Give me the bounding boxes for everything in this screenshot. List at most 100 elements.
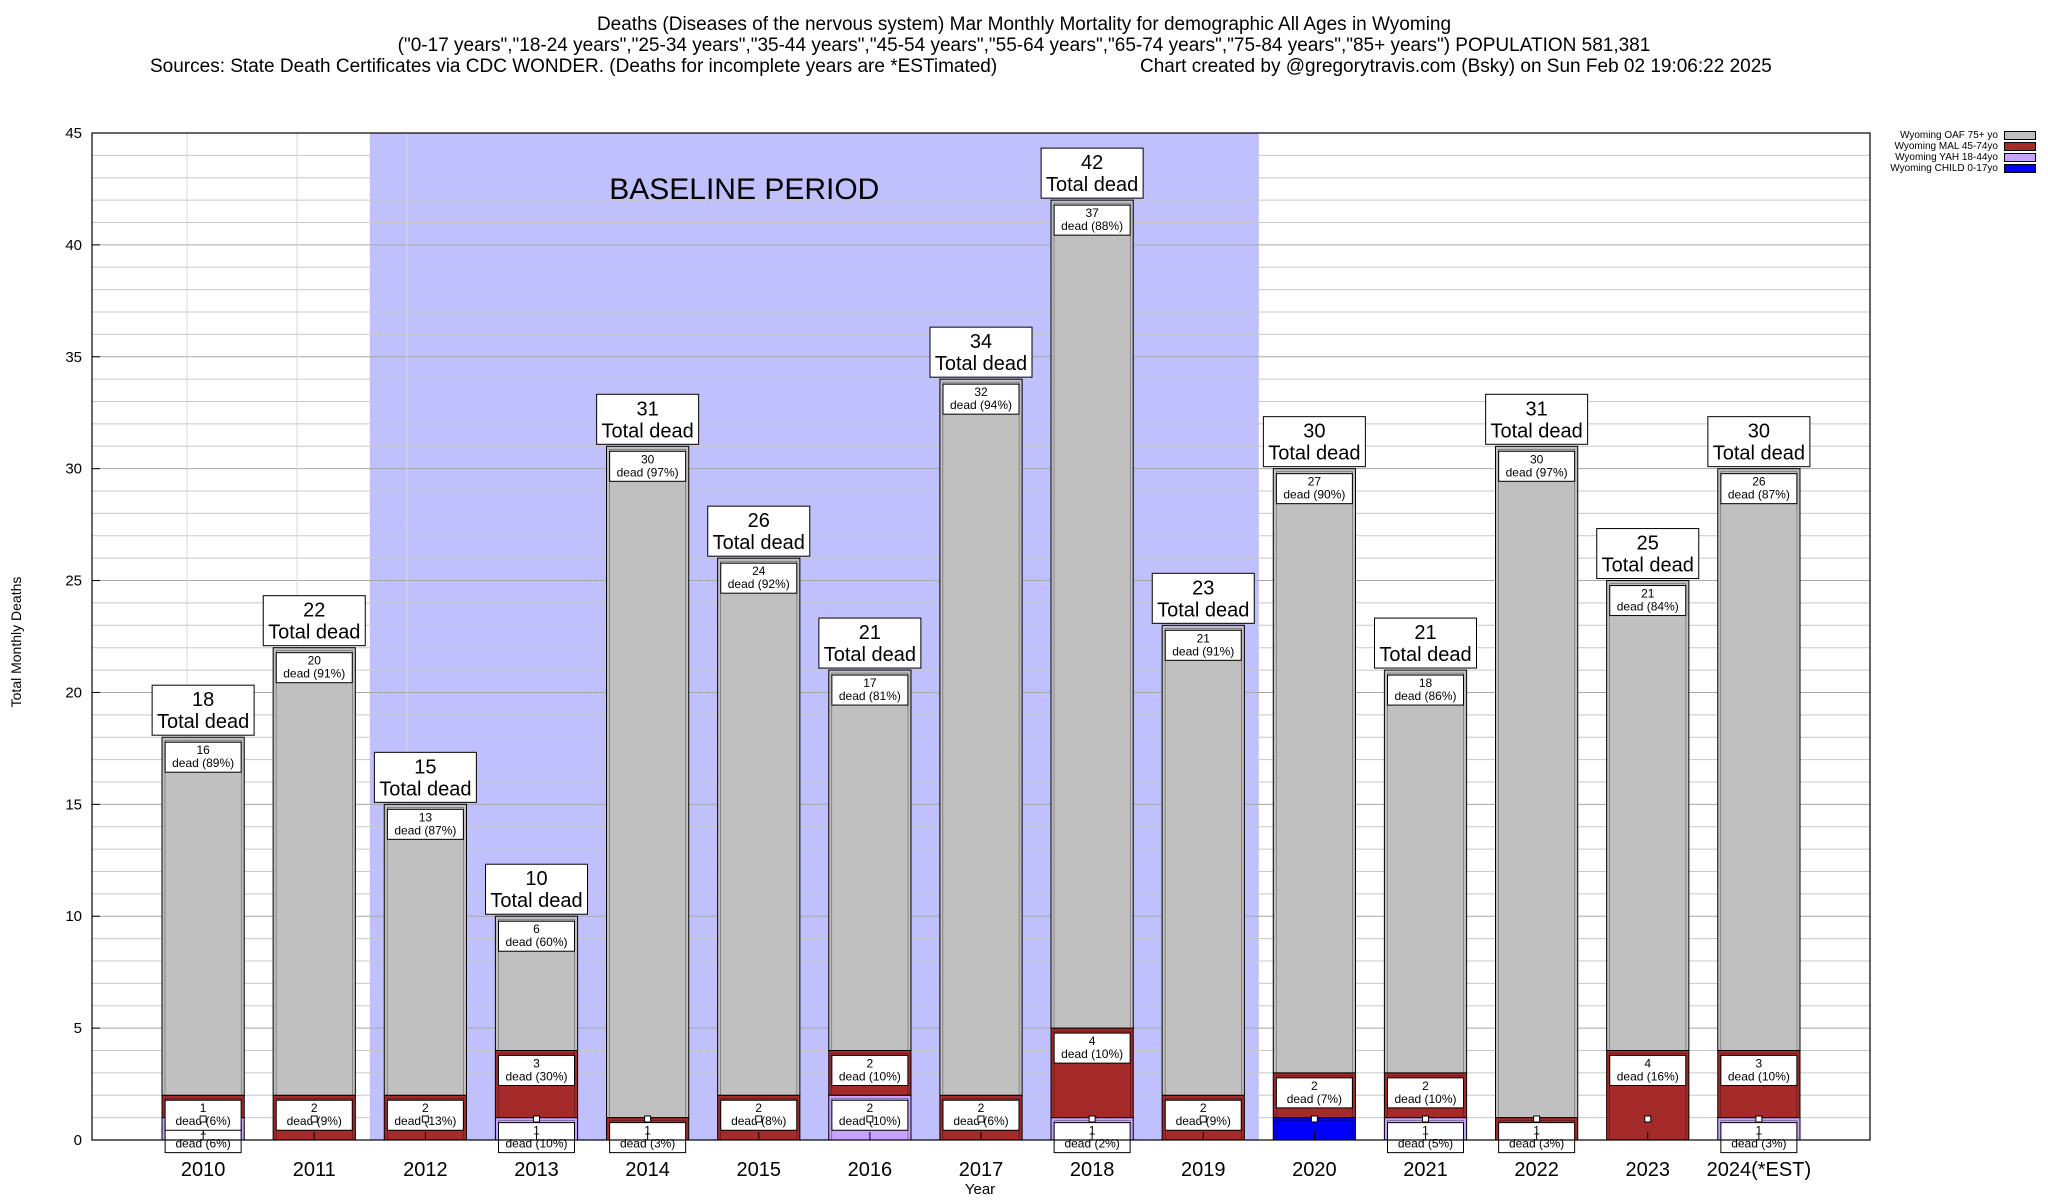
svg-text:2: 2: [867, 1101, 874, 1115]
x-tick-label: 2014: [625, 1159, 670, 1181]
x-tick-label: 2022: [1514, 1159, 1559, 1181]
y-tick-label: 35: [65, 349, 82, 366]
svg-text:26: 26: [748, 510, 770, 532]
x-axis-label: Year: [964, 1181, 996, 1198]
x-tick-label: 2015: [737, 1159, 782, 1181]
bar-segment: [1383, 669, 1468, 1074]
bar-segment-inner: [1275, 471, 1353, 1074]
svg-text:1: 1: [1533, 1124, 1540, 1138]
svg-text:15: 15: [414, 756, 436, 778]
svg-text:3: 3: [533, 1056, 540, 1070]
chart-subtitle: ("0-17 years","18-24 years","25-34 years…: [397, 35, 1651, 56]
point-marker: [421, 1115, 429, 1123]
svg-text:2: 2: [1311, 1079, 1318, 1093]
x-tick-label: 2016: [848, 1159, 893, 1181]
bar-segment-inner: [1387, 672, 1464, 1074]
svg-text:dead (92%): dead (92%): [728, 577, 790, 591]
bar-segment-inner: [275, 650, 353, 1096]
svg-text:Total dead: Total dead: [1602, 555, 1694, 577]
svg-text:25: 25: [1637, 533, 1659, 555]
y-tick-label: 40: [65, 237, 82, 254]
x-tick-label: 2017: [959, 1159, 1004, 1181]
svg-text:2: 2: [1200, 1101, 1207, 1115]
svg-text:1: 1: [644, 1124, 651, 1138]
point-marker: [310, 1115, 318, 1123]
svg-text:Total dead: Total dead: [601, 420, 693, 442]
svg-text:dead (89%): dead (89%): [172, 756, 234, 770]
svg-text:Total dead: Total dead: [1046, 174, 1138, 196]
bar-segment-inner: [498, 918, 575, 1051]
svg-text:dead (81%): dead (81%): [839, 689, 901, 703]
svg-text:2: 2: [1422, 1079, 1429, 1093]
svg-text:17: 17: [863, 676, 877, 690]
bar-segment: [606, 445, 690, 1119]
legend-item-oaf: Wyoming OAF 75+ yo: [1890, 130, 2036, 141]
bar-segment: [161, 736, 245, 1096]
svg-text:2: 2: [978, 1101, 985, 1115]
baseline-period-label: BASELINE PERIOD: [609, 173, 879, 206]
svg-text:24: 24: [752, 564, 766, 578]
svg-text:37: 37: [1085, 206, 1099, 220]
svg-text:Total dead: Total dead: [268, 622, 360, 644]
x-tick-label: 2012: [403, 1159, 448, 1181]
chart-title: Deaths (Diseases of the nervous system) …: [596, 14, 1452, 35]
sources-note: Sources: State Death Certificates via CD…: [150, 56, 998, 77]
svg-text:4: 4: [1644, 1056, 1651, 1070]
legend-swatch: [2004, 153, 2036, 162]
svg-text:30: 30: [1303, 421, 1325, 443]
svg-text:3: 3: [1756, 1056, 1763, 1070]
svg-text:Total dead: Total dead: [379, 778, 471, 800]
legend-label: Wyoming CHILD 0-17yo: [1890, 163, 1998, 174]
svg-text:42: 42: [1081, 152, 1103, 174]
svg-text:Total dead: Total dead: [490, 890, 582, 912]
bar-segment: [1050, 199, 1134, 1029]
svg-text:dead (16%): dead (16%): [1617, 1069, 1679, 1083]
chart-title-block: Deaths (Diseases of the nervous system) …: [0, 14, 2048, 56]
svg-text:Total dead: Total dead: [1490, 420, 1582, 442]
point-marker: [1644, 1115, 1652, 1123]
svg-text:16: 16: [196, 743, 210, 757]
svg-text:Total dead: Total dead: [1157, 599, 1249, 621]
svg-text:2: 2: [311, 1101, 318, 1115]
point-marker: [1533, 1115, 1541, 1123]
legend-swatch: [2004, 142, 2036, 151]
plot-frame: [91, 132, 1871, 1141]
legend-item-mal: Wyoming MAL 45-74yo: [1890, 141, 2036, 152]
svg-text:dead (60%): dead (60%): [505, 935, 567, 949]
svg-text:21: 21: [1197, 631, 1211, 645]
svg-text:18: 18: [1419, 676, 1433, 690]
svg-text:26: 26: [1752, 475, 1766, 489]
svg-text:dead (87%): dead (87%): [1728, 488, 1790, 502]
bar-segment: [272, 647, 356, 1096]
chart-credit: Chart created by @gregorytravis.com (Bsk…: [1140, 56, 1772, 77]
svg-text:27: 27: [1308, 475, 1322, 489]
bar-segment: [939, 378, 1023, 1096]
y-tick-label: 5: [74, 1020, 82, 1037]
svg-text:21: 21: [859, 622, 881, 644]
svg-text:21: 21: [1414, 622, 1436, 644]
svg-text:dead (97%): dead (97%): [1506, 465, 1568, 479]
bar-segment-inner: [1720, 471, 1798, 1051]
point-marker: [1088, 1115, 1096, 1123]
svg-text:2: 2: [422, 1101, 429, 1115]
